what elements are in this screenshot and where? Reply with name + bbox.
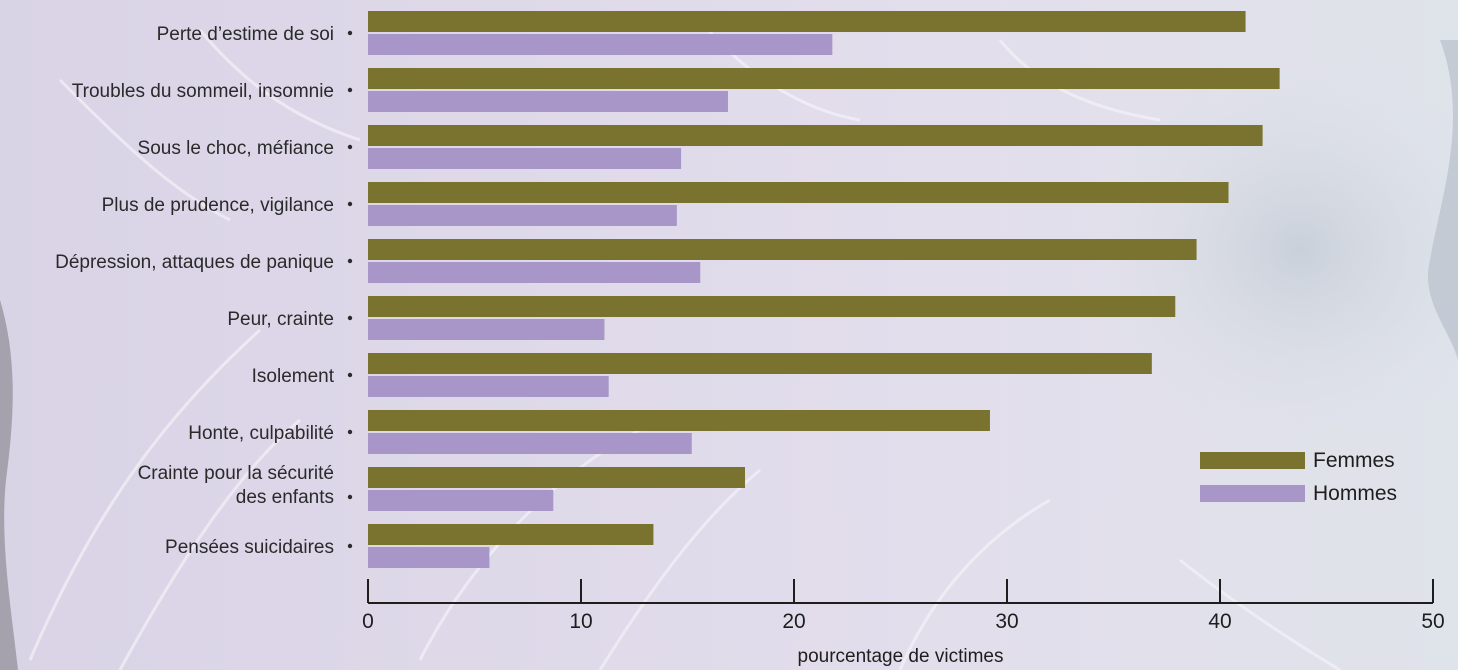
legend-swatch-hommes — [1200, 485, 1305, 502]
bar-femmes-3 — [368, 182, 1229, 203]
bar-femmes-1 — [368, 68, 1280, 89]
x-tick-label: 50 — [1421, 610, 1444, 633]
bar-hommes-5 — [368, 319, 605, 340]
legend-label-hommes: Hommes — [1313, 482, 1397, 505]
bar-hommes-4 — [368, 262, 701, 283]
category-label-8: des enfants — [236, 487, 334, 508]
legend-label-femmes: Femmes — [1313, 449, 1395, 472]
bar-hommes-0 — [368, 34, 833, 55]
bar-femmes-5 — [368, 296, 1176, 317]
bar-femmes-2 — [368, 125, 1263, 146]
category-label-1: Troubles du sommeil, insomnie — [72, 81, 334, 102]
category-label-8: Crainte pour la sécurité — [138, 463, 334, 484]
bar-hommes-7 — [368, 433, 692, 454]
category-label-6: Isolement — [252, 366, 335, 387]
category-label-5: Peur, crainte — [227, 309, 334, 330]
category-bullet-5 — [347, 315, 353, 321]
bar-hommes-3 — [368, 205, 677, 226]
category-label-7: Honte, culpabilité — [188, 423, 334, 444]
x-tick-label: 10 — [569, 610, 592, 633]
bar-femmes-4 — [368, 239, 1197, 260]
bar-femmes-6 — [368, 353, 1152, 374]
category-bullet-4 — [347, 258, 353, 264]
bar-femmes-8 — [368, 467, 746, 488]
category-label-2: Sous le choc, méfiance — [138, 138, 334, 159]
x-tick-label: 40 — [1208, 610, 1231, 633]
category-bullet-2 — [347, 144, 353, 150]
category-label-4: Dépression, attaques de panique — [55, 252, 334, 273]
bar-hommes-2 — [368, 148, 682, 169]
category-bullet-7 — [347, 429, 353, 435]
bar-femmes-9 — [368, 524, 654, 545]
bar-hommes-9 — [368, 547, 490, 568]
legend-swatch-femmes — [1200, 452, 1305, 469]
bar-hommes-1 — [368, 91, 728, 112]
category-bullet-8 — [347, 494, 353, 500]
x-tick-label: 20 — [782, 610, 805, 633]
bar-hommes-8 — [368, 490, 554, 511]
category-label-9: Pensées suicidaires — [165, 537, 334, 558]
bar-femmes-7 — [368, 410, 990, 431]
category-bullet-9 — [347, 543, 353, 549]
category-label-3: Plus de prudence, vigilance — [102, 195, 334, 216]
x-axis-title: pourcentage de victimes — [798, 646, 1004, 667]
x-tick-label: 0 — [362, 610, 374, 633]
x-tick-label: 30 — [995, 610, 1018, 633]
category-label-0: Perte d’estime de soi — [157, 24, 334, 45]
category-bullet-1 — [347, 87, 353, 93]
bar-femmes-0 — [368, 11, 1246, 32]
category-bullet-6 — [347, 372, 353, 378]
bar-hommes-6 — [368, 376, 609, 397]
category-bullet-0 — [347, 30, 353, 36]
category-bullet-3 — [347, 201, 353, 207]
legend: Femmes Hommes — [1200, 449, 1397, 505]
